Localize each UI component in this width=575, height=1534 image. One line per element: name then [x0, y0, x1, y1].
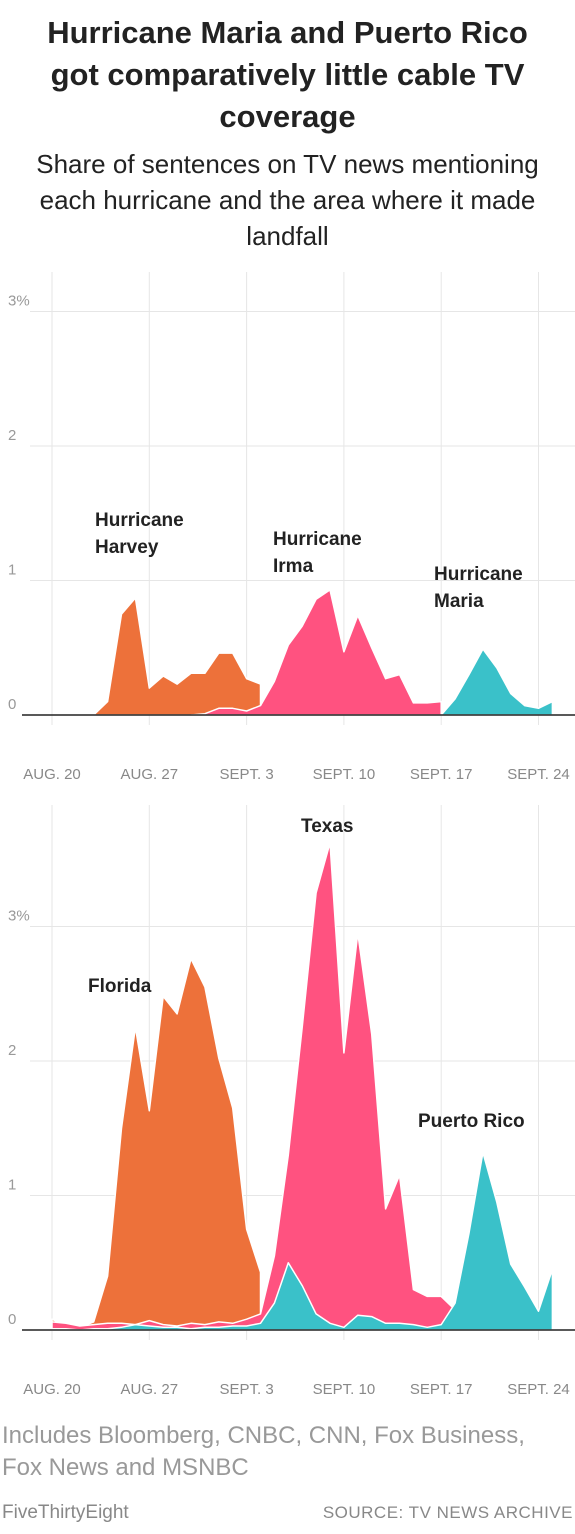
series-label-hurricane-irma: Hurricane Irma — [273, 529, 362, 577]
credit-logo: FiveThirtyEight — [2, 1502, 129, 1523]
y-tick-label: 2 — [8, 1042, 16, 1059]
x-tick-label: SEPT. 10 — [313, 1381, 376, 1398]
hurricane-coverage-chart: 0 1 2 3% AUG. 20 AUG. 27 SEPT. 3 SEPT. 10 SEPT. … — [8, 272, 575, 783]
x-tick-label: AUG. 20 — [23, 1381, 81, 1398]
series-label-hurricane-maria: Hurricane Maria — [434, 564, 523, 612]
x-tick-label: SEPT. 17 — [410, 1381, 473, 1398]
x-tick-label: SEPT. 3 — [219, 766, 273, 783]
y-tick-label: 2 — [8, 427, 16, 444]
y-tick-label: 0 — [8, 696, 16, 713]
series-label-texas: Texas — [301, 816, 353, 837]
series-label-hurricane-harvey: Hurricane Harvey — [95, 510, 184, 558]
area-hurricane-irma — [190, 589, 442, 716]
y-tick-label: 0 — [8, 1311, 16, 1328]
chart-subtitle: Share of sentences on TV news mentioning… — [36, 149, 539, 251]
series-label-puerto-rico: Puerto Rico — [418, 1111, 525, 1132]
x-tick-label: SEPT. 24 — [507, 1381, 570, 1398]
y-tick-label: 3% — [8, 908, 30, 925]
y-tick-label: 1 — [8, 562, 16, 579]
area-puerto-rico — [51, 1151, 554, 1331]
x-tick-label: SEPT. 3 — [219, 1381, 273, 1398]
y-tick-label: 1 — [8, 1177, 16, 1194]
x-tick-label: AUG. 27 — [121, 1381, 179, 1398]
x-tick-label: SEPT. 10 — [313, 766, 376, 783]
footnote: Includes Bloomberg, CNBC, CNN, Fox Busin… — [2, 1422, 525, 1481]
area-hurricane-maria — [440, 648, 554, 716]
x-tick-label: SEPT. 24 — [507, 766, 570, 783]
x-tick-label: AUG. 20 — [23, 766, 81, 783]
x-tick-label: AUG. 27 — [121, 766, 179, 783]
y-tick-label: 3% — [8, 293, 30, 310]
chart-title: Hurricane Maria and Puerto Rico got comp… — [47, 15, 528, 134]
area-hurricane-harvey — [92, 597, 262, 716]
x-tick-label: SEPT. 17 — [410, 766, 473, 783]
area-texas — [51, 958, 262, 1331]
series-label-florida: Florida — [88, 976, 152, 997]
area-florida — [51, 842, 456, 1331]
source-note: SOURCE: TV NEWS ARCHIVE — [322, 1503, 573, 1522]
landfall-area-coverage-chart: 0 1 2 3% AUG. 20 AUG. 27 SEPT. 3 SEPT. 10 SEPT. … — [8, 805, 575, 1398]
